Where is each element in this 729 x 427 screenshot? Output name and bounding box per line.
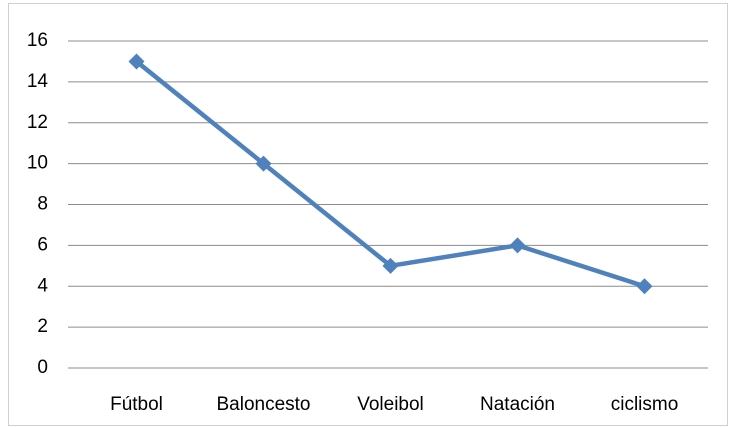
y-tick-label: 16	[27, 30, 48, 51]
y-tick-label: 12	[27, 112, 48, 133]
data-point	[636, 278, 653, 295]
x-tick-label: Baloncesto	[216, 394, 310, 415]
x-tick-label: Voleibol	[357, 394, 424, 415]
y-tick-label: 14	[27, 71, 49, 92]
y-tick-label: 8	[37, 194, 48, 215]
data-point	[255, 155, 272, 172]
y-tick-label: 0	[37, 357, 48, 378]
y-tick-label: 2	[37, 316, 48, 337]
x-tick-label: Fútbol	[110, 394, 163, 415]
x-tick-label: ciclismo	[611, 394, 679, 415]
y-tick-label: 6	[37, 234, 48, 255]
data-point	[509, 237, 526, 254]
data-point	[382, 257, 399, 274]
data-point	[128, 53, 145, 70]
x-tick-label: Natación	[480, 394, 555, 415]
chart-border	[8, 3, 728, 426]
y-tick-label: 4	[37, 275, 48, 296]
y-tick-label: 10	[27, 153, 48, 174]
